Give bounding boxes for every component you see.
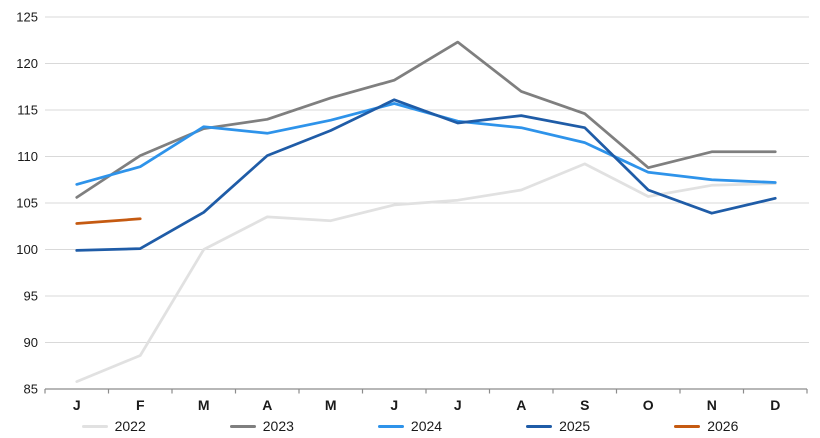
- y-axis-tick-label: 110: [17, 149, 38, 164]
- y-axis-tick-label: 120: [16, 56, 38, 71]
- x-axis-month-label: F: [136, 397, 145, 413]
- y-axis-tick-label: 95: [24, 289, 38, 304]
- x-axis-month-label: J: [73, 397, 81, 413]
- x-axis-month-label: M: [198, 397, 210, 413]
- legend-swatch-2022: [81, 424, 108, 428]
- x-axis-month-label: M: [325, 397, 337, 413]
- x-axis-month-label: N: [707, 397, 717, 413]
- legend-swatch-2026: [674, 424, 701, 428]
- legend-label-2025: 2025: [559, 418, 591, 434]
- legend-label-2024: 2024: [410, 418, 443, 434]
- y-axis-tick-label: 90: [24, 335, 38, 350]
- y-axis-tick-label: 105: [16, 196, 38, 211]
- legend-swatch-2024: [377, 424, 404, 428]
- chart-legend: 2022 2023 2024 2025 2026: [0, 419, 820, 433]
- legend-item-2024: 2024: [377, 418, 443, 434]
- legend-item-2026: 2026: [674, 419, 738, 433]
- x-axis-month-label: D: [770, 397, 780, 413]
- legend-item-2025: 2025: [526, 419, 590, 433]
- x-axis-month-label: O: [643, 397, 654, 413]
- legend-label-2022: 2022: [114, 418, 146, 434]
- y-axis-tick-label: 85: [24, 382, 38, 397]
- series-line-2026: [75, 217, 142, 225]
- series-line-2025: [75, 98, 777, 252]
- legend-label-2026: 2026: [707, 418, 739, 434]
- y-axis-tick-label: 125: [16, 10, 38, 25]
- legend-label-2023: 2023: [262, 418, 294, 434]
- legend-item-2023: 2023: [229, 418, 294, 434]
- legend-swatch-2025: [526, 424, 553, 428]
- x-axis-month-label: A: [516, 397, 526, 413]
- x-axis-month-label: J: [390, 397, 398, 413]
- x-axis-month-label: J: [454, 397, 462, 413]
- legend-swatch-2023: [229, 424, 256, 428]
- x-axis-month-label: S: [580, 397, 589, 413]
- x-axis-month-label: A: [262, 397, 272, 413]
- series-line-2024: [75, 102, 777, 186]
- legend-item-2022: 2022: [81, 418, 146, 434]
- y-axis-tick-label: 100: [16, 242, 38, 257]
- series-line-2022: [75, 162, 777, 383]
- y-axis-tick-label: 115: [17, 103, 38, 118]
